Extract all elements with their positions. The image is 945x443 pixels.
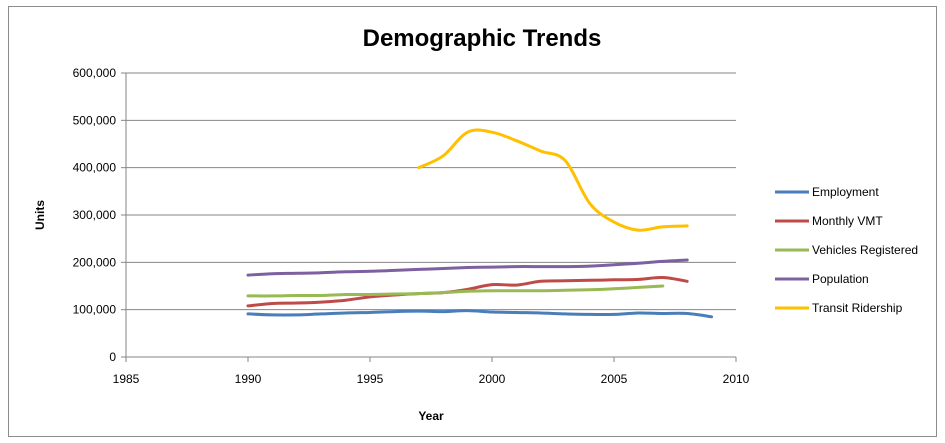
x-tick-label: 2010 [723,372,750,386]
y-tick-label: 0 [109,350,116,364]
axes: 0 100,000 200,000 300,000 400,000 500,000 600,… [73,66,750,386]
y-tick-label: 600,000 [73,66,117,80]
legend-item-monthly-vmt: Monthly VMT [775,214,883,228]
x-tick-label: 2000 [479,372,506,386]
legend-item-transit-ridership: Transit Ridership [775,301,903,315]
legend-item-population: Population [775,272,869,286]
series-layer [246,128,714,319]
series-line-monthly-vmt [246,275,689,308]
x-tick-label: 1990 [235,372,262,386]
legend-label: Transit Ridership [812,301,903,315]
y-tick-label: 400,000 [73,161,117,175]
chart-title: Demographic Trends [363,25,602,52]
legend: Employment Monthly VMT Vehicles Registered… [775,185,918,315]
legend-label: Monthly VMT [812,214,883,228]
legend-label: Employment [812,185,879,199]
y-tick-label: 100,000 [73,303,117,317]
x-tick-label: 2005 [601,372,628,386]
legend-label: Vehicles Registered [812,243,918,257]
x-tick-label: 1985 [113,372,140,386]
x-axis-label: Year [418,409,444,423]
legend-item-employment: Employment [775,185,879,199]
series-line-transit-ridership [417,128,689,232]
series-line-population [246,258,689,277]
series-line-vehicles-registered [246,284,665,298]
legend-label: Population [812,272,869,286]
y-tick-label: 500,000 [73,113,117,127]
legend-item-vehicles-registered: Vehicles Registered [775,243,918,257]
series-line-employment [246,309,714,319]
y-tick-label: 300,000 [73,208,117,222]
y-tick-label: 200,000 [73,255,117,269]
y-axis-label: Units [33,200,47,230]
x-tick-label: 1995 [357,372,384,386]
gridlines [126,72,736,311]
